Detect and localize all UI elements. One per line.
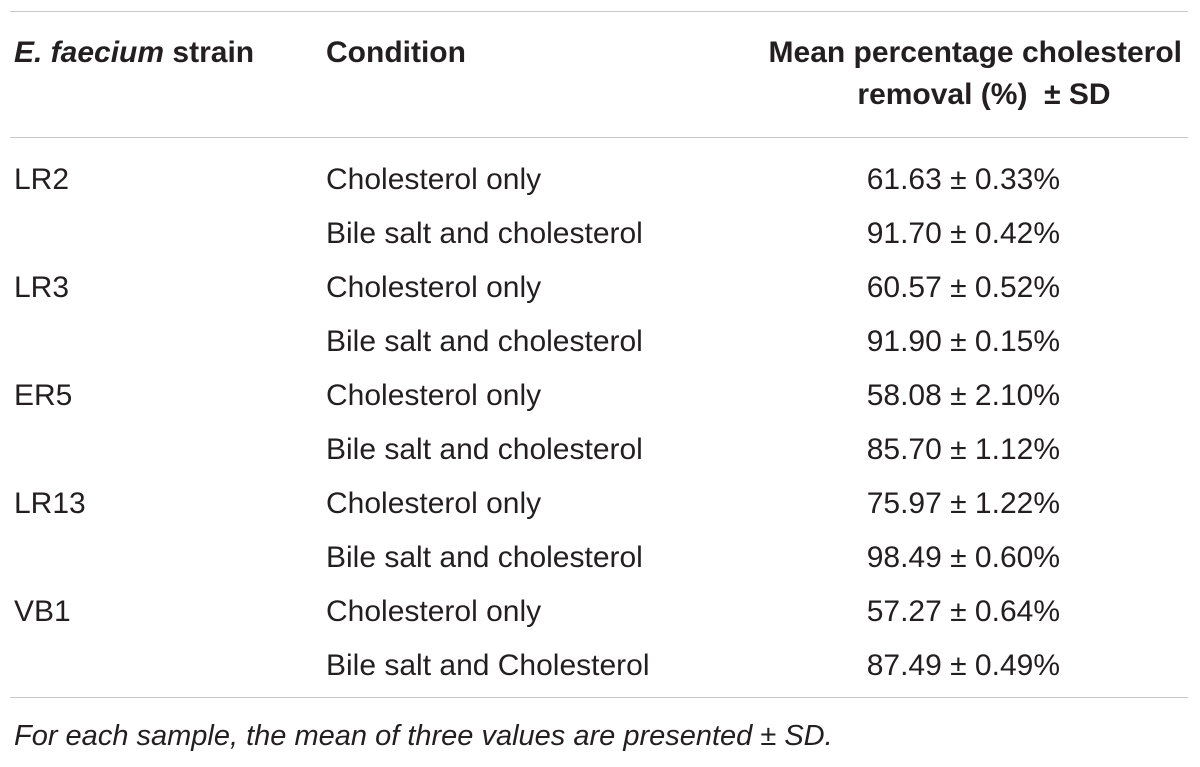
cell-value: 58.08 ± 2.10% [866,379,1060,412]
header-strain: E. faecium strain [14,32,254,74]
cell-value: 61.63 ± 0.33% [866,163,1060,196]
table-row: Bile salt and cholesterol 98.49 ± 0.60% [0,531,1200,585]
table-row: VB1 Cholesterol only 57.27 ± 0.64% [0,585,1200,639]
cell-strain: ER5 [14,379,73,412]
cell-strain: VB1 [14,595,71,628]
table-body: LR2 Cholesterol only 61.63 ± 0.33% Bile … [0,153,1200,693]
table-row: Bile salt and Cholesterol 87.49 ± 0.49% [0,639,1200,693]
cell-strain: LR2 [14,163,70,196]
cell-condition: Cholesterol only [326,379,542,412]
cell-condition: Cholesterol only [326,271,542,304]
table-footnote: For each sample, the mean of three value… [14,720,833,752]
header-mean-line2: removal (%) ± SD [857,78,1111,111]
table-row: Bile salt and cholesterol 91.70 ± 0.42% [0,207,1200,261]
cell-condition: Bile salt and cholesterol [326,325,643,358]
cell-value: 60.57 ± 0.52% [866,271,1060,304]
table-row: Bile salt and cholesterol 85.70 ± 1.12% [0,423,1200,477]
cell-condition: Bile salt and Cholesterol [326,649,650,682]
header-condition: Condition [326,36,466,69]
table-top-rule [10,11,1188,12]
cell-condition: Cholesterol only [326,163,542,196]
header-strain-word: strain [172,36,255,69]
table-row: ER5 Cholesterol only 58.08 ± 2.10% [0,369,1200,423]
cell-value: 87.49 ± 0.49% [866,649,1060,682]
cell-strain: LR3 [14,271,70,304]
cell-strain: LR13 [14,487,86,520]
cell-condition: Bile salt and cholesterol [326,433,643,466]
cell-condition: Bile salt and cholesterol [326,541,643,574]
table-row: LR13 Cholesterol only 75.97 ± 1.22% [0,477,1200,531]
header-mean-removal: Mean percentage cholesterol removal (%) … [700,32,1182,116]
cell-condition: Bile salt and cholesterol [326,217,643,250]
table-row: LR2 Cholesterol only 61.63 ± 0.33% [0,153,1200,207]
header-strain-species: E. faecium [14,36,165,69]
table-row: LR3 Cholesterol only 60.57 ± 0.52% [0,261,1200,315]
cell-condition: Cholesterol only [326,595,542,628]
cell-value: 98.49 ± 0.60% [866,541,1060,574]
cell-value: 85.70 ± 1.12% [866,433,1060,466]
cell-condition: Cholesterol only [326,487,542,520]
cell-value: 57.27 ± 0.64% [866,595,1060,628]
cell-value: 91.90 ± 0.15% [866,325,1060,358]
table-bottom-rule [10,697,1188,698]
cell-value: 91.70 ± 0.42% [866,217,1060,250]
table-row: Bile salt and cholesterol 91.90 ± 0.15% [0,315,1200,369]
table-header-rule [10,137,1188,138]
cell-value: 75.97 ± 1.22% [866,487,1060,520]
header-mean-line1: Mean percentage cholesterol [768,36,1182,69]
